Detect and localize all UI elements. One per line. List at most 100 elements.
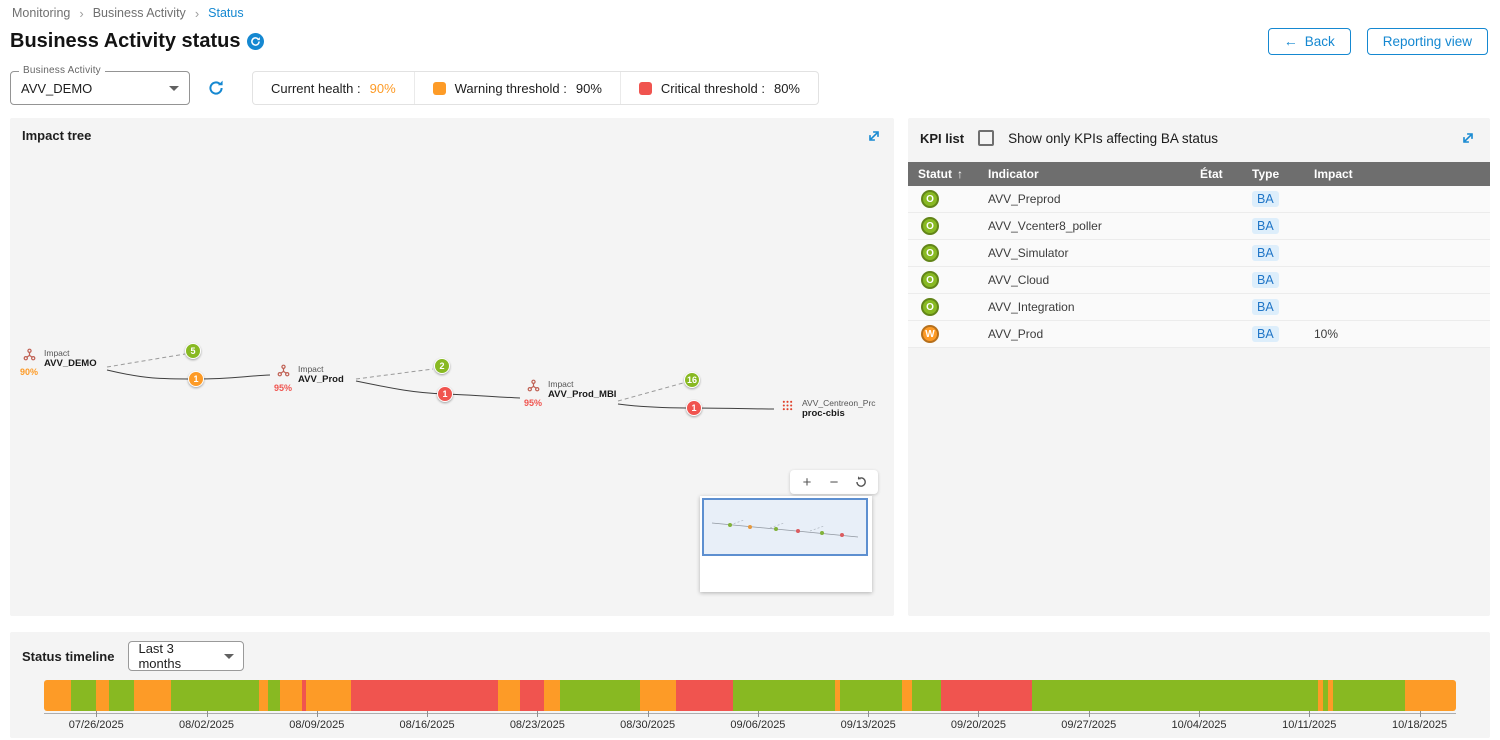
kpi-status-badge: O [921, 217, 939, 235]
column-header-impact[interactable]: Impact [1314, 167, 1353, 181]
node-name: AVV_Prod [298, 374, 344, 385]
breadcrumb-business-activity[interactable]: Business Activity [92, 6, 186, 20]
kpi-table-row[interactable]: O AVV_Integration BA [908, 294, 1490, 321]
business-activity-select[interactable]: Business Activity AVV_DEMO [10, 65, 190, 105]
timeline-segment-warning[interactable] [497, 680, 520, 711]
timeline-segment-ok[interactable] [559, 680, 641, 711]
tree-zoom-toolbar: + − [790, 470, 878, 494]
kpi-count-badge-ok[interactable]: 5 [185, 343, 201, 359]
timeline-segment-ok[interactable] [911, 680, 942, 711]
timeline-axis-date: 08/02/2025 [178, 719, 235, 731]
minimap [700, 496, 872, 592]
timeline-bar [44, 680, 1456, 711]
kpi-count-badge-ok[interactable]: 2 [434, 358, 450, 374]
timeline-segment-warning[interactable] [1404, 680, 1456, 711]
timeline-segment-ok[interactable] [1333, 680, 1405, 711]
kpi-table-body: O AVV_Preprod BA O AVV_Vcenter8_poller BA O AVV… [908, 186, 1490, 348]
kpi-indicator: AVV_Prod [988, 327, 1044, 341]
kpi-table-row[interactable]: O AVV_Cloud BA [908, 267, 1490, 294]
timeline-segment-warning[interactable] [640, 680, 676, 711]
zoom-out-button[interactable]: − [823, 472, 845, 492]
kpi-count-badge-warning[interactable]: 1 [188, 371, 204, 387]
column-header-indicator[interactable]: Indicator [988, 167, 1039, 181]
column-header-statut[interactable]: Statut ↑ [918, 167, 963, 181]
expand-impact-tree-button[interactable] [864, 126, 884, 146]
timeline-axis-tick [1199, 711, 1201, 717]
timeline-axis-date: 10/04/2025 [1171, 719, 1227, 731]
timeline-range-value: Last 3 months [138, 641, 182, 671]
reporting-view-button[interactable]: Reporting view [1366, 27, 1488, 55]
timeline-segment-ok[interactable] [732, 680, 836, 711]
timeline-segment-ok[interactable] [70, 680, 97, 711]
timeline-segment-ok[interactable] [108, 680, 135, 711]
kpi-list-header: KPI list Show only KPIs affecting BA sta… [908, 128, 1490, 148]
timeline-segment-warning[interactable] [1328, 680, 1334, 711]
column-header-type[interactable]: Type [1252, 167, 1280, 181]
reset-zoom-button[interactable] [850, 472, 872, 492]
timeline-segment-ok[interactable] [1031, 680, 1319, 711]
node-label: AVV_Centreon_Prc [802, 398, 876, 408]
breadcrumb-monitoring[interactable]: Monitoring [12, 6, 71, 20]
timeline-segment-warning[interactable] [306, 680, 351, 711]
timeline-segment-critical[interactable] [941, 680, 1032, 711]
kpi-type-chip: BA [1252, 191, 1279, 207]
timeline-segment-warning[interactable] [544, 680, 560, 711]
timeline-segment-ok[interactable] [1323, 680, 1329, 711]
impact-tree-canvas[interactable]: + − [10, 118, 894, 616]
expand-kpi-list-button[interactable] [1458, 128, 1478, 148]
main-grid: Impact tree + − [10, 118, 1490, 616]
timeline-segment-warning[interactable] [134, 680, 171, 711]
column-header-etat[interactable]: État [1200, 167, 1223, 181]
timeline-segment-warning[interactable] [44, 680, 71, 711]
show-only-kpis-checkbox[interactable] [978, 130, 995, 146]
timeline-segment-critical[interactable] [519, 680, 545, 711]
tree-node-service[interactable]: AVV_Centreon_Prc proc-cbis [776, 398, 876, 419]
timeline-axis-tick [978, 711, 980, 717]
kpi-count-badge-ok[interactable]: 16 [683, 372, 701, 388]
select-floating-label: Business Activity [19, 65, 105, 76]
timeline-segment-warning[interactable] [901, 680, 912, 711]
timeline-segment-ok[interactable] [170, 680, 260, 711]
kpi-count-badge-critical[interactable]: 1 [437, 386, 453, 402]
kpi-table-header-row: Statut ↑ Indicator État Type Impact [908, 162, 1490, 186]
kpi-table-row[interactable]: O AVV_Simulator BA [908, 240, 1490, 267]
timeline-range-select[interactable]: Last 3 months [128, 641, 245, 671]
impact-tree-panel: Impact tree + − [10, 118, 894, 616]
minimap-viewport[interactable] [702, 498, 868, 556]
refresh-button[interactable] [204, 76, 228, 100]
timeline-segment-ok[interactable] [839, 680, 902, 711]
controls-row: Business Activity AVV_DEMO Current healt… [10, 65, 1490, 106]
timeline-segment-critical[interactable] [675, 680, 733, 711]
kpi-indicator: AVV_Cloud [988, 273, 1050, 287]
tree-node-ba[interactable]: 90% Impact AVV_DEMO [18, 348, 97, 377]
kpi-table-row[interactable]: O AVV_Preprod BA [908, 186, 1490, 213]
node-health-percent: 95% [523, 398, 542, 408]
timeline-segment-warning[interactable] [279, 680, 303, 711]
impact-tree-title: Impact tree [22, 128, 92, 143]
timeline-axis-tick [1088, 711, 1090, 717]
kpi-indicator: AVV_Vcenter8_poller [988, 219, 1102, 233]
back-button[interactable]: ← Back [1267, 27, 1351, 55]
kpi-count-badge-critical[interactable]: 1 [686, 400, 702, 416]
tree-node-ba[interactable]: 95% Impact AVV_Prod_MBI [522, 379, 616, 408]
timeline-segment-ok[interactable] [268, 680, 280, 711]
node-name: proc-cbis [802, 408, 845, 419]
critical-threshold-value: 80% [773, 80, 800, 96]
timeline-axis-date: 08/16/2025 [399, 719, 455, 731]
timeline-segment-warning[interactable] [259, 680, 269, 711]
timeline-segment-warning[interactable] [835, 680, 840, 711]
timeline-segment-critical[interactable] [302, 680, 307, 711]
kpi-status-badge: O [921, 244, 939, 262]
timeline-segment-warning[interactable] [1318, 680, 1324, 711]
timeline-segment-critical[interactable] [350, 680, 498, 711]
kpi-table-row[interactable]: O AVV_Vcenter8_poller BA [908, 213, 1490, 240]
critical-threshold: Critical threshold : 80% [619, 72, 818, 104]
tree-node-ba[interactable]: 95% Impact AVV_Prod [272, 364, 344, 393]
timeline-axis-date: 09/20/2025 [950, 719, 1006, 731]
timeline-axis-date: 09/06/2025 [730, 719, 786, 731]
breadcrumb-status[interactable]: Status [208, 6, 244, 20]
zoom-in-button[interactable]: + [796, 472, 818, 492]
timeline-segment-warning[interactable] [96, 680, 109, 711]
kpi-table-row[interactable]: W AVV_Prod BA 10% [908, 321, 1490, 348]
kpi-type-chip: BA [1252, 272, 1279, 288]
